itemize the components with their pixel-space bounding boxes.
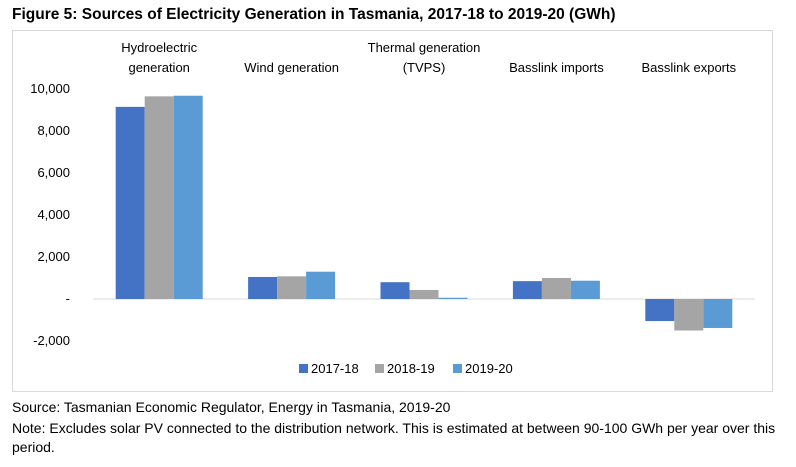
category-label: Hydroelectric [121,40,197,55]
category-label: Wind generation [244,60,339,75]
bar [115,106,145,299]
figure-title: Figure 5: Sources of Electricity Generat… [12,6,616,23]
legend-swatch [453,364,462,373]
bar [277,276,307,299]
bar [570,280,600,299]
category-label: generation [128,60,189,75]
legend-label: 2018-19 [387,361,435,376]
bar [645,299,675,322]
bar [512,281,542,299]
exclusion-note: Note: Excludes solar PV connected to the… [12,420,776,455]
y-tick-label: 6,000 [37,165,70,180]
bar [173,95,203,299]
source-note: Source: Tasmanian Economic Regulator, En… [12,399,451,415]
category-label: (TVPS) [403,60,446,75]
bar [674,299,704,331]
bar [380,282,410,299]
bar [541,278,571,299]
y-tick-label: -2,000 [33,333,70,348]
y-tick-label: 8,000 [37,123,70,138]
legend-swatch [375,364,384,373]
bar [703,299,733,328]
legend-label: 2019-20 [465,361,513,376]
bar [438,297,468,299]
legend-swatch [299,364,308,373]
bar [144,96,174,299]
category-label: Thermal generation [368,40,481,55]
y-tick-label: 10,000 [30,81,70,96]
bar-chart: 10,000 8,000 6,000 4,000 2,000 - -2,000 Hydroel… [30,40,755,376]
bar [306,271,336,299]
bar [409,289,439,299]
y-tick-label: 2,000 [37,249,70,264]
category-label: Basslink imports [509,60,604,75]
bar [248,276,278,299]
y-tick-label: - [66,291,70,306]
chart-area: 10,000 8,000 6,000 4,000 2,000 - -2,000 Hydroel… [12,30,773,392]
y-tick-label: 4,000 [37,207,70,222]
category-label: Basslink exports [641,60,736,75]
legend-label: 2017-18 [311,361,359,376]
